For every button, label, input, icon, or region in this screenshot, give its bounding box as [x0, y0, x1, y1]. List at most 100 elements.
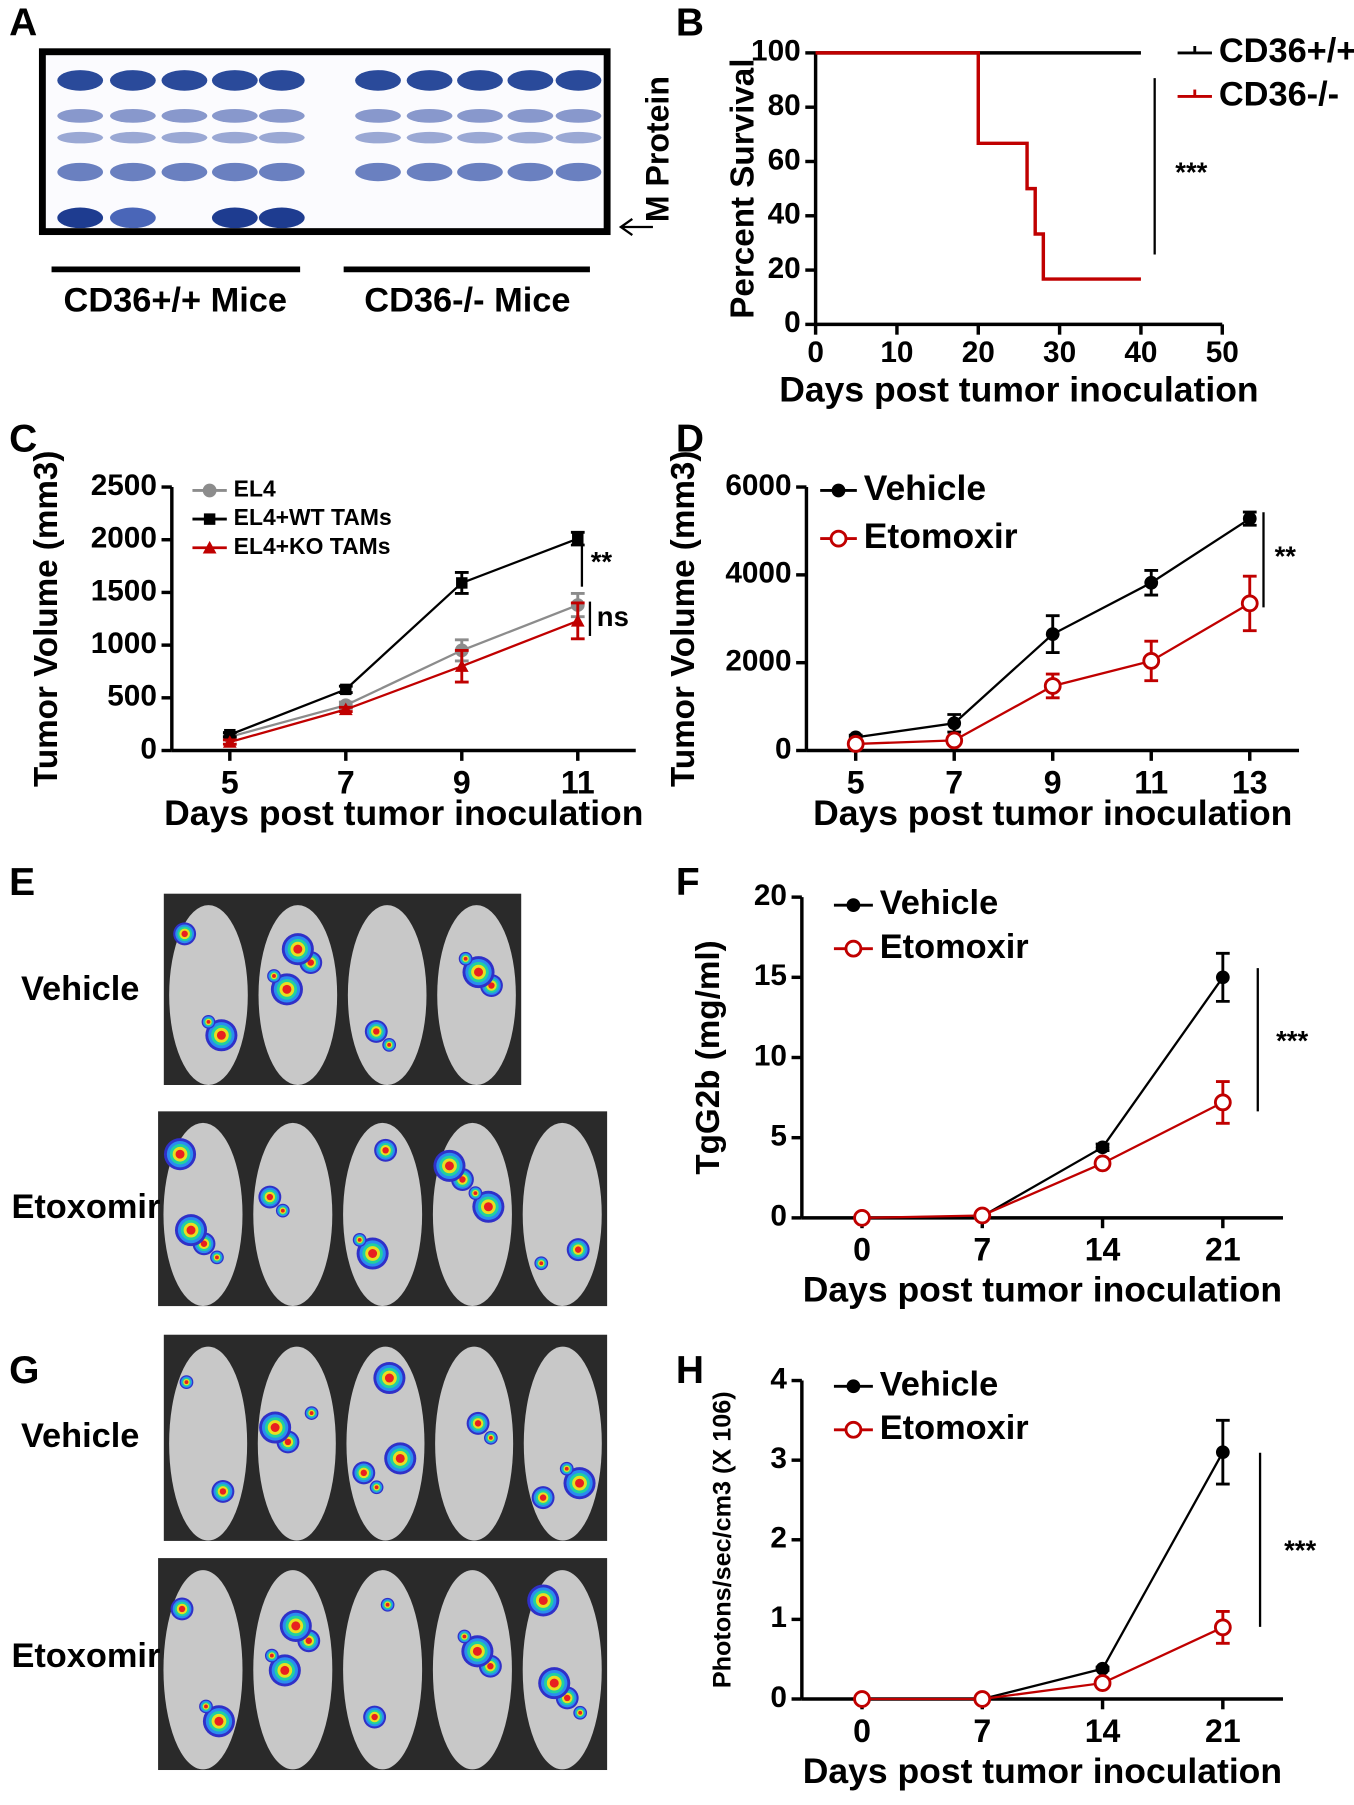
x-axis-label: Days post tumor inoculation	[779, 369, 1258, 409]
panel-label: H	[676, 1349, 704, 1392]
legend-label: CD36+/+	[1219, 32, 1354, 70]
significance-label: ***	[1276, 1025, 1308, 1056]
signal	[309, 1411, 314, 1416]
signal	[284, 1438, 292, 1446]
marker	[844, 939, 863, 958]
group-label: CD36+/+ Mice	[64, 282, 287, 320]
x-tick-label: 7	[973, 1232, 991, 1268]
panel-label: C	[9, 418, 37, 461]
legend-label: Vehicle	[864, 468, 986, 508]
marker	[222, 735, 237, 748]
signal	[387, 1042, 392, 1047]
gel-band	[109, 162, 156, 182]
legend-label: EL4+WT TAMs	[234, 504, 392, 530]
series-line	[862, 1451, 1224, 1701]
signal	[473, 1191, 478, 1196]
series-line	[861, 976, 1224, 1220]
marker	[853, 1209, 871, 1227]
signal	[382, 1147, 389, 1154]
x-tick-label: 21	[1205, 1232, 1241, 1268]
marker	[844, 1420, 863, 1439]
gel-band	[507, 70, 554, 91]
y-tick-label: 1	[770, 1601, 787, 1634]
marker	[456, 577, 468, 589]
legend-label: Vehicle	[880, 884, 998, 922]
y-tick-label: 2000	[725, 645, 791, 678]
signal	[219, 1488, 227, 1495]
y-tick-label: 5	[770, 1120, 787, 1153]
marker	[853, 1690, 871, 1708]
signal	[216, 1030, 226, 1040]
marker	[1093, 1154, 1112, 1173]
x-tick-label: 0	[853, 1232, 871, 1268]
marker	[202, 483, 217, 498]
signal	[270, 1423, 280, 1433]
gel-band	[555, 131, 602, 144]
marker	[846, 735, 865, 753]
x-tick-label: 9	[1044, 764, 1062, 800]
mouse	[437, 905, 516, 1085]
gel-band	[57, 207, 104, 229]
signal	[472, 1646, 482, 1656]
marker	[570, 614, 585, 627]
panel-label: G	[9, 1349, 39, 1392]
row-label: Vehicle	[21, 1417, 139, 1455]
gel-band	[555, 109, 602, 123]
series-line	[862, 1626, 1224, 1701]
marker	[338, 702, 353, 716]
panel-label: D	[676, 418, 704, 461]
signal	[266, 1193, 274, 1201]
marker	[973, 1206, 992, 1225]
signal	[373, 1028, 380, 1035]
gel-band	[211, 207, 258, 229]
y-tick-label: 40	[768, 198, 801, 231]
series-line	[229, 619, 579, 744]
y-tick-label: 0	[770, 1200, 787, 1233]
y-tick-label: 0	[775, 732, 792, 765]
signal	[215, 1255, 219, 1260]
signal	[282, 984, 292, 994]
y-axis-label: Tumor Volume (mm3)	[28, 451, 65, 787]
marker	[1093, 1674, 1112, 1692]
signal	[357, 1237, 362, 1242]
x-tick-label: 9	[453, 764, 471, 800]
marker	[202, 540, 217, 554]
gel-band	[457, 109, 503, 123]
signal	[272, 974, 276, 978]
arrow-label: M Protein	[639, 76, 675, 222]
marker	[846, 1379, 861, 1394]
row-label: Etoxomir	[11, 1637, 160, 1675]
signal	[175, 1149, 185, 1159]
y-tick-label: 4000	[725, 557, 791, 590]
y-axis-label: Percent Survival	[724, 59, 761, 319]
x-axis-label: Days post tumor inoculation	[803, 1270, 1282, 1310]
gel-band	[555, 70, 602, 91]
row-label: Vehicle	[21, 970, 139, 1008]
y-tick-label: 0	[770, 1681, 787, 1714]
signal	[280, 1208, 285, 1213]
x-tick-label: 20	[962, 336, 995, 369]
gel-band	[355, 131, 401, 144]
signal	[200, 1240, 208, 1247]
significance-label: ns	[597, 601, 629, 632]
gel-band	[161, 131, 208, 144]
signal	[204, 1704, 208, 1709]
y-axis-label: Photons/sec/cm3 (X 106)	[709, 1391, 737, 1688]
x-tick-label: 50	[1206, 336, 1239, 369]
y-axis-label: Tumor Volume (mm3)	[665, 451, 702, 787]
x-tick-label: 10	[880, 336, 913, 369]
gel-band	[57, 162, 104, 182]
y-tick-label: 3	[770, 1442, 787, 1475]
marker	[1240, 594, 1259, 613]
x-axis-label: Days post tumor inoculation	[803, 1751, 1282, 1791]
gel-band	[211, 70, 258, 91]
series-line	[229, 604, 579, 738]
marker	[1144, 575, 1159, 590]
gel-band	[258, 109, 305, 123]
gel-band	[457, 131, 503, 144]
signal	[538, 1595, 548, 1605]
mouse	[522, 1122, 602, 1306]
gel-band	[406, 109, 453, 123]
y-axis-label: TgG2b (mg/ml)	[690, 940, 727, 1174]
